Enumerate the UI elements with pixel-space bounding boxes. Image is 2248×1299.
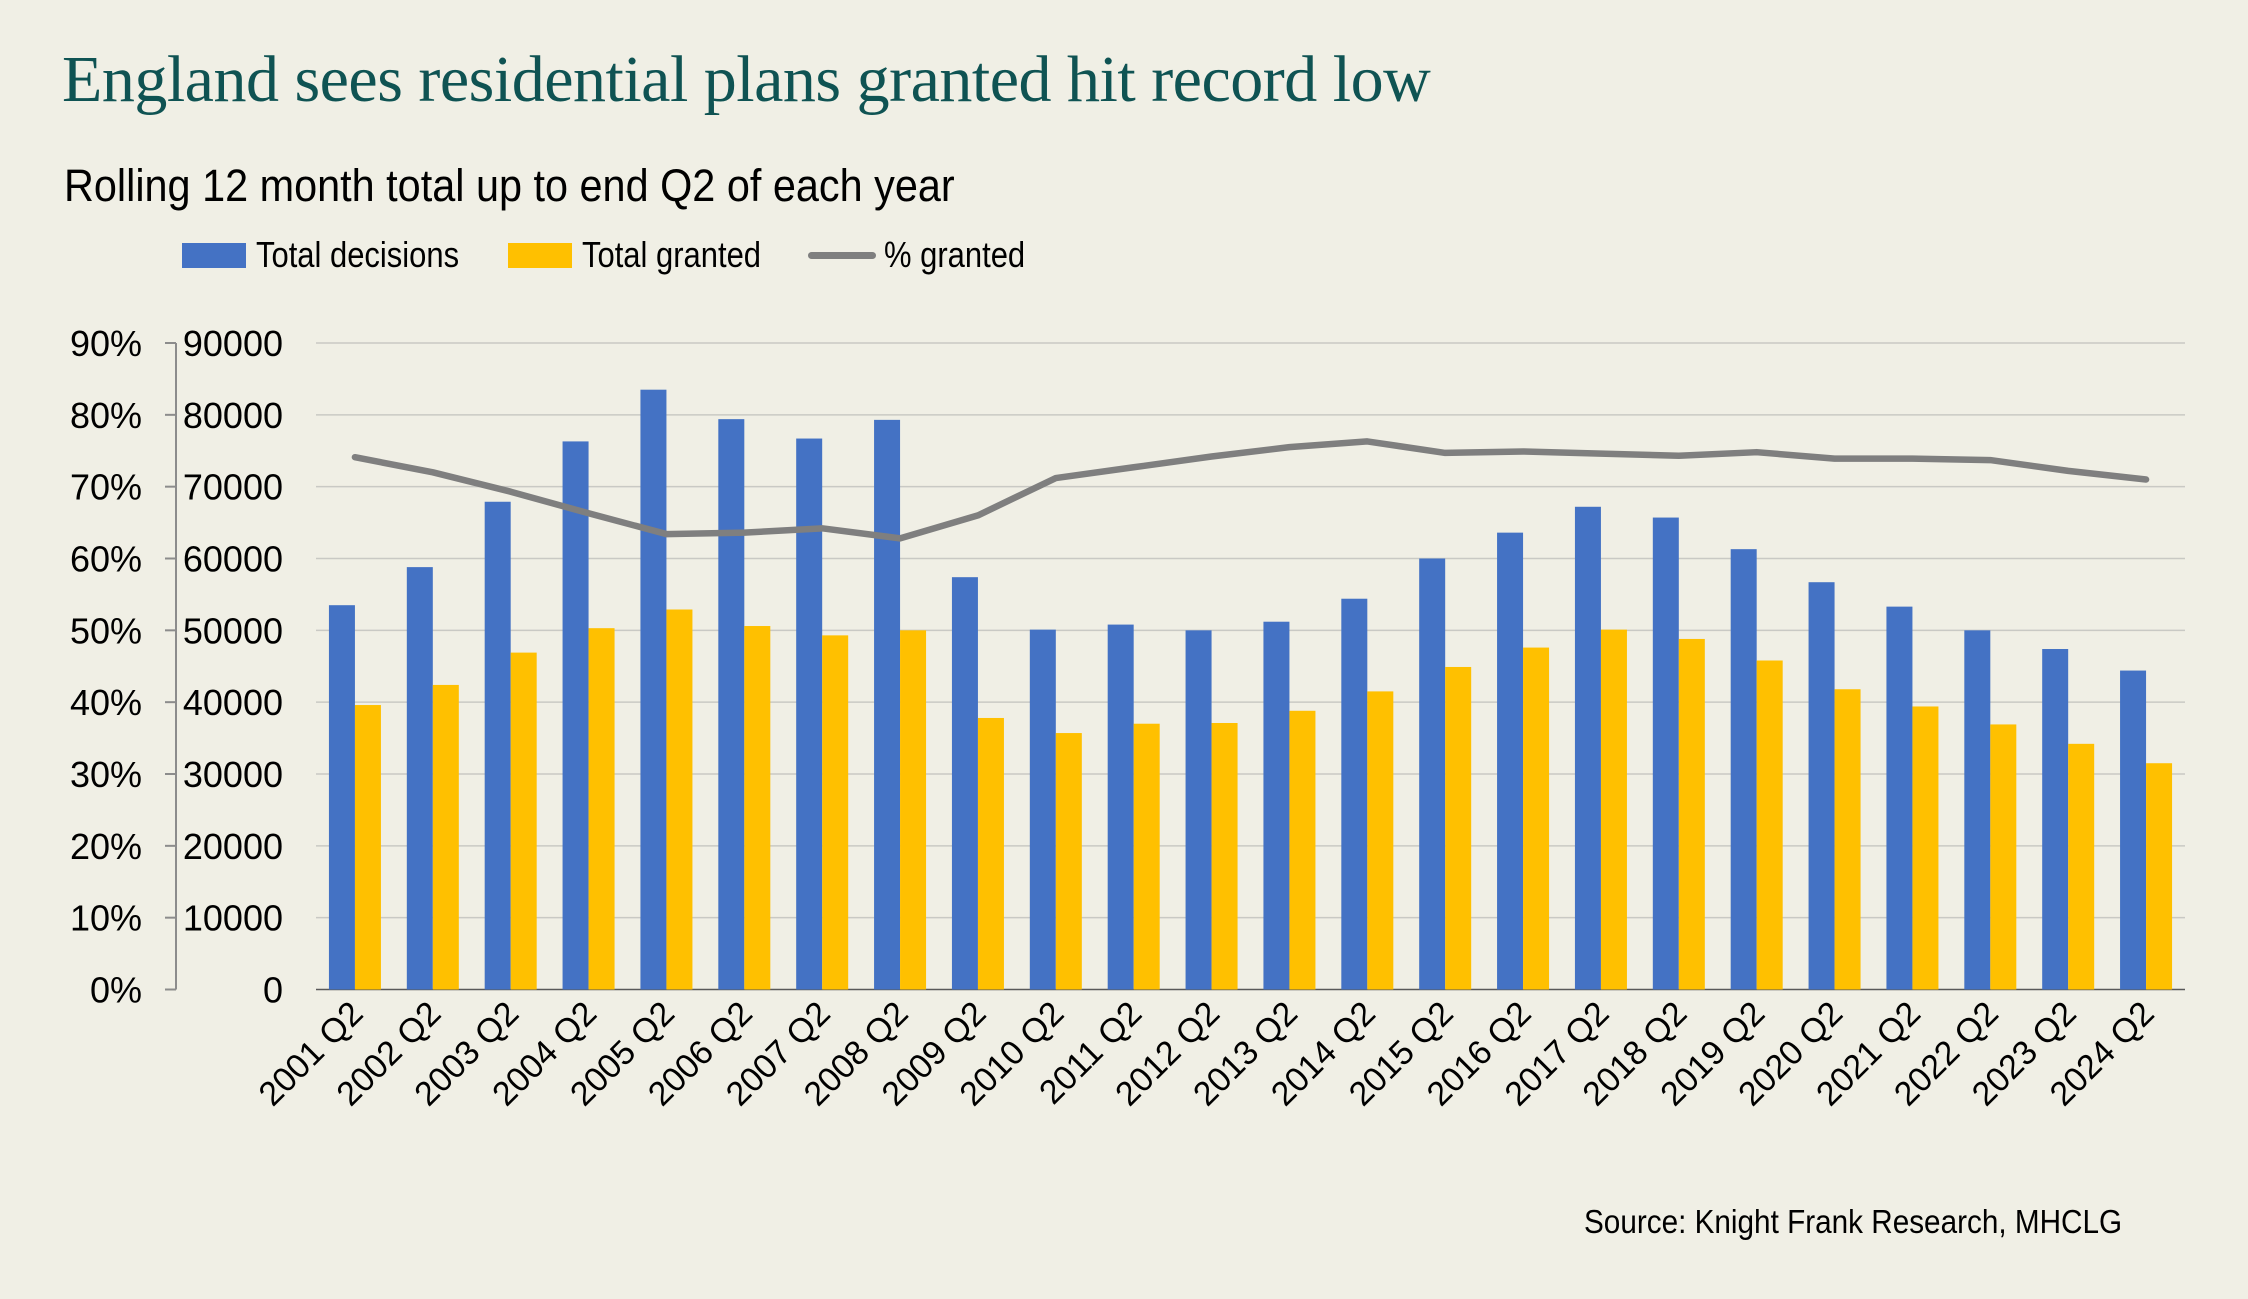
bar-total-granted bbox=[1211, 722, 1238, 990]
y-primary-tick-label: 90000 bbox=[183, 323, 283, 364]
bar-total-decisions bbox=[406, 567, 433, 990]
y-primary-tick-label: 20000 bbox=[183, 826, 283, 867]
legend-label: % granted bbox=[884, 234, 1026, 275]
bar-total-decisions bbox=[640, 389, 667, 990]
bar-total-decisions bbox=[796, 438, 823, 990]
legend-item-total-decisions: Total decisions bbox=[182, 234, 468, 276]
bar-total-granted bbox=[1289, 710, 1316, 990]
bar-total-decisions bbox=[718, 419, 745, 990]
bar-total-granted bbox=[510, 652, 537, 990]
bar-total-granted bbox=[744, 626, 771, 990]
bar-total-decisions bbox=[1029, 629, 1056, 990]
bar-total-granted bbox=[1133, 723, 1160, 990]
legend-swatch-pct-granted bbox=[808, 251, 877, 259]
bar-total-granted bbox=[666, 609, 693, 990]
bar-total-decisions bbox=[1574, 506, 1601, 990]
bar-total-granted bbox=[2068, 743, 2095, 990]
y-primary-tick-label: 50000 bbox=[183, 610, 283, 651]
legend: Total decisions Total granted % granted bbox=[182, 232, 1088, 278]
source-note: Source: Knight Frank Research, MHCLG bbox=[1584, 1203, 2123, 1240]
axes bbox=[165, 342, 2185, 991]
y-secondary-tick-label: 60% bbox=[70, 539, 142, 580]
bar-total-granted bbox=[822, 635, 849, 990]
pct-granted-line-group bbox=[351, 438, 2150, 542]
pct-granted-line bbox=[351, 438, 2150, 542]
bar-total-granted bbox=[432, 684, 459, 990]
bar-total-granted bbox=[1367, 691, 1394, 990]
bar-total-decisions bbox=[562, 441, 589, 990]
bar-total-granted bbox=[2146, 763, 2173, 990]
y-secondary-tick-label: 0% bbox=[90, 970, 142, 1011]
y-secondary-tick-label: 30% bbox=[70, 754, 142, 795]
bar-total-decisions bbox=[1185, 630, 1212, 990]
bar-total-decisions bbox=[1652, 517, 1679, 990]
chart-subtitle: Rolling 12 month total up to end Q2 of e… bbox=[64, 160, 955, 211]
y-primary-tick-label: 10000 bbox=[183, 898, 283, 939]
y-primary-tick-label: 70000 bbox=[183, 467, 283, 508]
legend-item-pct-granted: % granted bbox=[808, 234, 1048, 276]
y-secondary-tick-label: 70% bbox=[70, 467, 142, 508]
bar-total-decisions bbox=[1497, 532, 1524, 990]
bar-total-granted bbox=[1912, 706, 1939, 990]
legend-label: Total granted bbox=[582, 234, 762, 275]
bar-total-decisions bbox=[874, 419, 901, 990]
bar-total-granted bbox=[977, 717, 1004, 990]
y-primary-tick-label: 60000 bbox=[183, 539, 283, 580]
y-secondary-tick-label: 80% bbox=[70, 395, 142, 436]
bar-total-decisions bbox=[1886, 606, 1913, 990]
bar-total-granted bbox=[588, 628, 615, 990]
y-secondary-tick-label: 50% bbox=[70, 610, 142, 651]
bar-total-decisions bbox=[951, 577, 978, 990]
bar-total-decisions bbox=[1419, 558, 1446, 990]
bar-total-granted bbox=[354, 705, 381, 990]
y-primary-tick-label: 40000 bbox=[183, 682, 283, 723]
legend-item-total-granted: Total granted bbox=[508, 234, 768, 276]
y-secondary-tick-label: 20% bbox=[70, 826, 142, 867]
bar-total-granted bbox=[1678, 638, 1705, 990]
gridlines bbox=[316, 342, 2185, 919]
bar-total-granted bbox=[1523, 647, 1550, 990]
bar-total-decisions bbox=[328, 605, 355, 990]
bar-total-decisions bbox=[1808, 582, 1835, 990]
bar-total-granted bbox=[1445, 666, 1472, 990]
bar-total-granted bbox=[1600, 629, 1627, 990]
y-secondary-tick-label: 10% bbox=[70, 898, 142, 939]
y-secondary-tick-label: 90% bbox=[70, 323, 142, 364]
y-primary-tick-label: 30000 bbox=[183, 754, 283, 795]
y-secondary-tick-label: 40% bbox=[70, 682, 142, 723]
bar-total-decisions bbox=[1263, 621, 1290, 990]
bar-total-granted bbox=[1055, 733, 1082, 990]
bar-total-decisions bbox=[1341, 598, 1368, 990]
chart-title: England sees residential plans granted h… bbox=[62, 43, 1431, 116]
y-primary-tick-label: 0 bbox=[263, 970, 283, 1011]
bars bbox=[328, 389, 2173, 990]
bar-total-granted bbox=[1990, 724, 2017, 990]
bar-total-decisions bbox=[1730, 549, 1757, 990]
bar-total-decisions bbox=[484, 501, 511, 990]
bar-total-granted bbox=[1756, 660, 1783, 990]
legend-label: Total decisions bbox=[256, 234, 460, 275]
bar-total-granted bbox=[900, 630, 927, 990]
bar-total-decisions bbox=[1107, 624, 1134, 990]
legend-swatch-total-decisions bbox=[182, 242, 246, 268]
bar-total-granted bbox=[1834, 689, 1861, 990]
legend-swatch-total-granted bbox=[508, 242, 573, 268]
bar-total-decisions bbox=[2042, 649, 2069, 990]
y-primary-tick-label: 80000 bbox=[183, 395, 283, 436]
bar-total-decisions bbox=[2120, 670, 2147, 990]
bar-total-decisions bbox=[1964, 630, 1991, 990]
